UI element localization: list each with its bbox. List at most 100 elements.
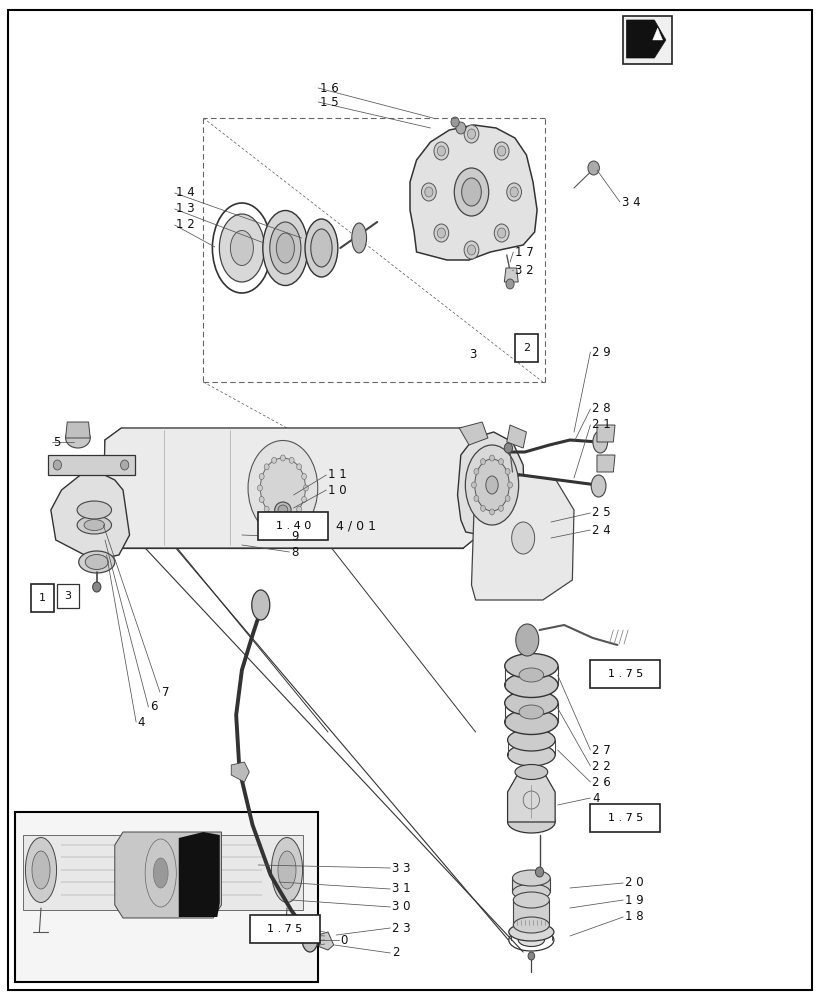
Ellipse shape bbox=[269, 222, 301, 274]
Ellipse shape bbox=[433, 142, 448, 160]
Bar bbox=[250, 915, 319, 943]
Text: 1 7: 1 7 bbox=[514, 245, 533, 258]
Ellipse shape bbox=[437, 228, 445, 238]
Polygon shape bbox=[66, 422, 90, 438]
Text: 2 5: 2 5 bbox=[591, 506, 610, 520]
Circle shape bbox=[527, 952, 534, 960]
Text: 2 0: 2 0 bbox=[624, 876, 643, 890]
Ellipse shape bbox=[247, 440, 317, 536]
Circle shape bbox=[480, 459, 485, 465]
Circle shape bbox=[93, 582, 101, 592]
Ellipse shape bbox=[251, 590, 269, 620]
Circle shape bbox=[473, 495, 478, 501]
Circle shape bbox=[280, 515, 285, 521]
Text: 1 3: 1 3 bbox=[176, 202, 195, 216]
Circle shape bbox=[498, 505, 503, 511]
Circle shape bbox=[259, 474, 264, 480]
Text: 2: 2 bbox=[391, 946, 399, 960]
Ellipse shape bbox=[85, 554, 108, 570]
Bar bbox=[258, 512, 328, 540]
Circle shape bbox=[303, 485, 308, 491]
Circle shape bbox=[264, 506, 269, 512]
Ellipse shape bbox=[507, 729, 554, 751]
Text: 5: 5 bbox=[53, 436, 61, 448]
Ellipse shape bbox=[278, 505, 287, 515]
Ellipse shape bbox=[25, 838, 57, 902]
Circle shape bbox=[489, 455, 494, 461]
Text: 2 4: 2 4 bbox=[591, 524, 610, 536]
Ellipse shape bbox=[506, 183, 521, 201]
Ellipse shape bbox=[505, 672, 557, 698]
Text: 1 1: 1 1 bbox=[328, 468, 346, 482]
Circle shape bbox=[289, 457, 294, 463]
Ellipse shape bbox=[461, 178, 481, 206]
Ellipse shape bbox=[464, 125, 478, 143]
Polygon shape bbox=[115, 832, 221, 918]
Text: 1 4: 1 4 bbox=[176, 186, 195, 200]
Polygon shape bbox=[626, 20, 665, 58]
Ellipse shape bbox=[467, 129, 475, 139]
Ellipse shape bbox=[77, 501, 111, 519]
Ellipse shape bbox=[497, 146, 505, 156]
Ellipse shape bbox=[421, 183, 436, 201]
Text: 8: 8 bbox=[291, 546, 298, 558]
Bar bbox=[622, 16, 672, 64]
Polygon shape bbox=[512, 878, 550, 892]
Text: 3: 3 bbox=[65, 591, 71, 601]
Circle shape bbox=[264, 464, 269, 470]
Ellipse shape bbox=[509, 187, 518, 197]
Ellipse shape bbox=[592, 431, 607, 453]
Text: 3 3: 3 3 bbox=[391, 861, 410, 874]
Circle shape bbox=[498, 459, 503, 465]
Circle shape bbox=[535, 867, 543, 877]
Text: 2 6: 2 6 bbox=[591, 776, 610, 788]
Text: 1 2: 1 2 bbox=[176, 219, 195, 232]
Polygon shape bbox=[457, 432, 524, 538]
Bar bbox=[15, 812, 318, 982]
Text: 1 8: 1 8 bbox=[624, 910, 643, 924]
Ellipse shape bbox=[507, 744, 554, 766]
Text: 7: 7 bbox=[161, 686, 169, 698]
Circle shape bbox=[259, 496, 264, 502]
Text: 6: 6 bbox=[150, 700, 157, 714]
Circle shape bbox=[450, 117, 459, 127]
Ellipse shape bbox=[230, 231, 253, 265]
Polygon shape bbox=[318, 932, 333, 950]
Text: 2: 2 bbox=[523, 343, 529, 353]
Ellipse shape bbox=[518, 934, 544, 946]
Ellipse shape bbox=[505, 710, 557, 734]
Circle shape bbox=[587, 161, 599, 175]
Ellipse shape bbox=[467, 245, 475, 255]
Text: 2 7: 2 7 bbox=[591, 744, 610, 756]
Polygon shape bbox=[504, 268, 518, 282]
Circle shape bbox=[455, 122, 465, 134]
Circle shape bbox=[480, 505, 485, 511]
Text: 1 . 4 0: 1 . 4 0 bbox=[275, 521, 310, 531]
Ellipse shape bbox=[518, 705, 543, 719]
Ellipse shape bbox=[511, 522, 534, 554]
Circle shape bbox=[471, 482, 476, 488]
Bar bbox=[31, 584, 54, 612]
Text: 1: 1 bbox=[39, 593, 46, 603]
Ellipse shape bbox=[474, 459, 509, 511]
Circle shape bbox=[507, 482, 512, 488]
Text: 3 2: 3 2 bbox=[514, 263, 533, 276]
Ellipse shape bbox=[310, 229, 332, 267]
Text: 1 9: 1 9 bbox=[624, 894, 643, 906]
Text: 3: 3 bbox=[468, 348, 476, 360]
Ellipse shape bbox=[514, 764, 547, 780]
Polygon shape bbox=[471, 475, 573, 600]
Circle shape bbox=[301, 474, 306, 480]
Circle shape bbox=[289, 513, 294, 519]
Text: 4: 4 bbox=[138, 716, 145, 728]
Ellipse shape bbox=[262, 211, 308, 286]
Ellipse shape bbox=[77, 516, 111, 534]
Polygon shape bbox=[231, 762, 249, 782]
Ellipse shape bbox=[271, 838, 302, 902]
Ellipse shape bbox=[84, 520, 105, 530]
Circle shape bbox=[505, 279, 514, 289]
Circle shape bbox=[296, 464, 301, 470]
Text: 1 . 7 5: 1 . 7 5 bbox=[607, 669, 642, 679]
Polygon shape bbox=[459, 422, 487, 445]
Circle shape bbox=[120, 460, 129, 470]
